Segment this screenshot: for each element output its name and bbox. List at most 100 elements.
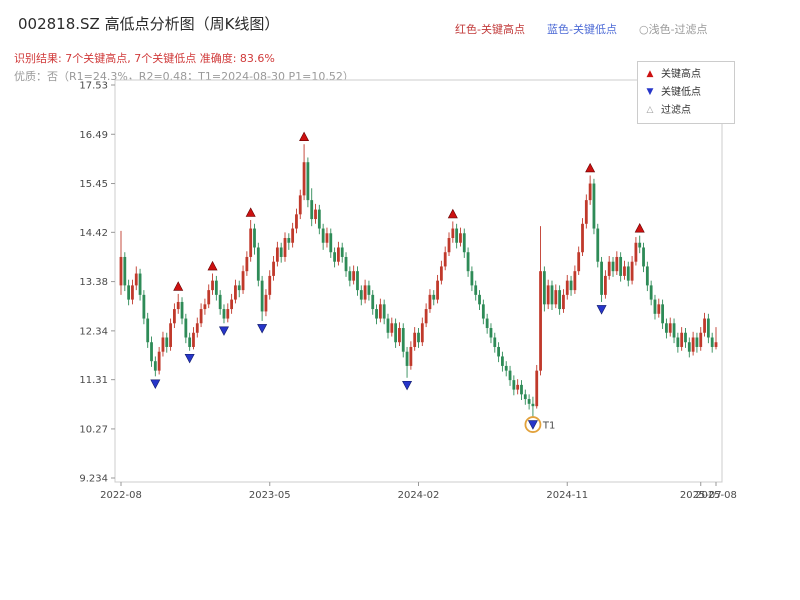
candle-body [447,238,451,253]
candle-body [607,261,611,276]
candle-body [577,252,581,272]
candle-body [329,233,333,253]
candle-body [714,342,718,347]
candle-body [359,290,363,300]
legend-key-high-label: 红色-关键高点 [455,23,525,36]
x-tick-label: 2024-11 [546,490,588,501]
candle-body [348,271,352,281]
key-high-marker [634,223,645,233]
candle-body [325,233,329,243]
candle-body [493,337,497,347]
candles [119,144,718,418]
legend-item-label: 过滤点 [661,105,691,116]
t1-label: T1 [542,421,555,432]
candle-body [188,337,192,347]
candle-body [298,195,302,215]
candle-body [409,346,413,366]
legend-item-key-low: ▼ 关键低点 [645,85,727,100]
key-high-marker [245,207,256,217]
candle-body [375,309,378,319]
candle-body [573,271,577,291]
candle-body [531,403,535,407]
y-axis: 17.53 16.49 15.45 14.42 13.38 12.34 11.31 10.27… [79,81,115,485]
key-low-marker [218,326,229,336]
candle-body [474,285,478,295]
candle-body [569,280,573,291]
candle-body [394,323,398,343]
candle-body [386,318,390,333]
candle-body [382,304,386,319]
candle-body [504,365,508,371]
candle-body [684,332,687,343]
candle-body [241,271,245,291]
candle-body [333,252,336,262]
candle-body [645,266,649,286]
candle-body [665,323,668,333]
candle-body [501,356,504,366]
candle-body [592,183,596,229]
key-low-markers [150,305,607,430]
candle-body [584,200,588,224]
candle-body [245,256,249,272]
candle-body [123,256,127,286]
y-tick-label: 13.38 [79,277,108,288]
candle-body [424,309,428,324]
candle-body [310,200,314,220]
candle-body [390,323,394,333]
page-title: 002818.SZ 高低点分析图（周K线图） [18,15,280,33]
candle-body [581,223,584,253]
candle-body [680,332,684,347]
legend-filtered-label: ○浅色-过滤点 [638,23,708,36]
candle-body [306,162,310,201]
candle-body [264,294,268,312]
candle-body [268,275,272,295]
key-high-marker [585,162,596,173]
candle-body [615,256,619,272]
candle-body [562,294,565,310]
candle-body [420,323,424,343]
plot-area: 17.53 16.49 15.45 14.42 13.38 12.34 11.31 10.27… [79,79,737,501]
candle-body [287,238,291,243]
candle-body [703,318,706,333]
candle-body [657,304,661,314]
candle-body [535,370,539,407]
candle-body [649,285,653,300]
key-low-marker [150,379,161,389]
key-high-marker [447,208,458,219]
candle-body [172,309,176,324]
candle-body [603,275,607,295]
candle-body [169,323,172,347]
x-tick-label: 2024-02 [398,490,440,501]
candle-body [260,280,264,312]
candle-body [192,332,195,347]
candle-body [146,318,150,343]
candle-body [550,285,554,305]
y-tick-label: 10.27 [79,424,108,435]
candle-body [222,309,226,319]
candle-body [230,299,234,310]
candle-body [321,228,325,243]
key-low-triangle-icon: ▼ [646,87,654,97]
candle-body [623,266,626,276]
candle-body [691,337,695,352]
key-low-marker [257,324,268,334]
candle-body [672,323,676,338]
recognition-result-text: 识别结果: 7个关键高点, 7个关键低点 准确度: 83.6% [14,52,275,65]
candle-body [337,247,340,262]
candle-body [485,318,489,329]
candle-body [272,261,275,276]
candle-body [211,280,214,291]
candle-body [539,271,542,371]
candle-body [207,290,211,305]
legend-key-low-label: 蓝色-关键低点 [546,23,617,36]
candle-body [344,256,348,272]
candle-body [203,304,207,310]
key-high-markers [173,131,645,291]
candle-body [417,332,420,343]
candle-body [157,351,161,371]
candle-body [451,228,455,239]
t1-annotation: T1 [524,416,555,433]
candle-body [401,328,405,352]
candle-body [668,323,672,333]
candle-body [497,346,500,357]
